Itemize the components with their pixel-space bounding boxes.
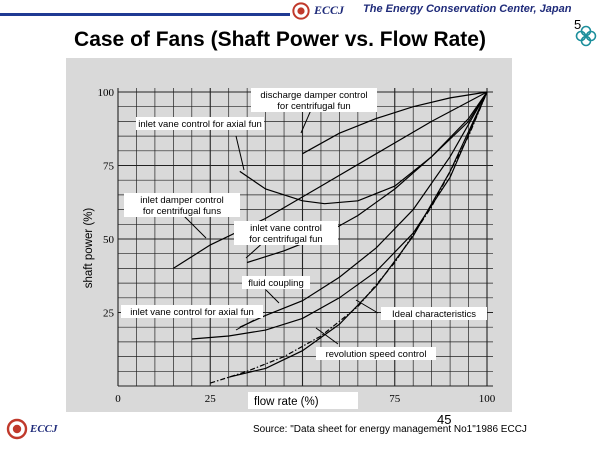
series-line-3 [172,91,488,269]
series-label-box [316,347,436,360]
series-label-box [136,117,264,130]
y-tick-label: 75 [103,161,115,173]
footer-logo-text: ECCJ [30,423,58,435]
series-label: inlet vane control [250,223,322,234]
label-leader [235,319,255,331]
y-tick-label: 100 [98,87,115,99]
label-leader [265,289,280,304]
series-line-5 [239,91,488,328]
x-axis-title: flow rate (%) [254,396,319,408]
y-tick-label: 25 [103,308,115,320]
series-label: discharge damper control [260,90,367,101]
series-label-box [381,307,487,320]
series-label: inlet damper control [140,195,223,206]
footer-eccj-logo-icon [6,418,28,440]
eccj-logo-icon [292,2,310,20]
series-label-box [121,305,263,318]
x-tick-label: 25 [205,393,217,405]
series-label: for centrifugal fun [277,101,350,112]
slide-title: Case of Fans (Shaft Power vs. Flow Rate) [74,28,486,51]
chart-grid [117,88,493,387]
label-leader [315,327,339,345]
series-label: for centrifugal fun [249,234,322,245]
y-axis-title: shaft power (%) [83,208,95,289]
y-tick-label: 50 [103,234,115,246]
series-line-4 [247,91,488,264]
series-line-1 [302,91,488,155]
x-tick-label: 0 [115,393,121,405]
label-leader [183,215,207,239]
header-org-name: The Energy Conservation Center, Japan [363,3,572,15]
label-leader [235,135,245,171]
header-logo-text: ECCJ [314,3,345,17]
series-label-box [234,221,338,245]
series-label: for centrifugal funs [143,206,221,217]
series-label: inlet vane control for axial fun [130,307,254,318]
series-label: fluid coupling [248,278,303,289]
header-rule [0,13,290,16]
series-label: revolution speed control [326,349,427,360]
chart-series [172,91,488,384]
x-axis-title-box [248,392,358,409]
shaft-power-chart: 0255075100255075100 discharge damper con… [66,58,512,412]
label-leader [300,109,312,134]
series-line-2 [239,91,488,205]
source-note: Source: "Data sheet for energy managemen… [253,424,527,435]
page-number: 5 [574,17,582,32]
series-label-box [251,88,377,112]
slide-number: 45 [437,412,452,427]
series-label: inlet vane control for axial fun [138,119,262,130]
label-leader [355,299,379,314]
chart-ticks: 0255075100255075100 [98,87,496,405]
clover-icon [575,25,597,47]
x-tick-label: 75 [389,393,401,405]
series-label: Ideal characteristics [392,309,476,320]
series-label-box [124,193,240,217]
x-tick-label: 100 [479,393,496,405]
series-label-box [242,276,310,289]
